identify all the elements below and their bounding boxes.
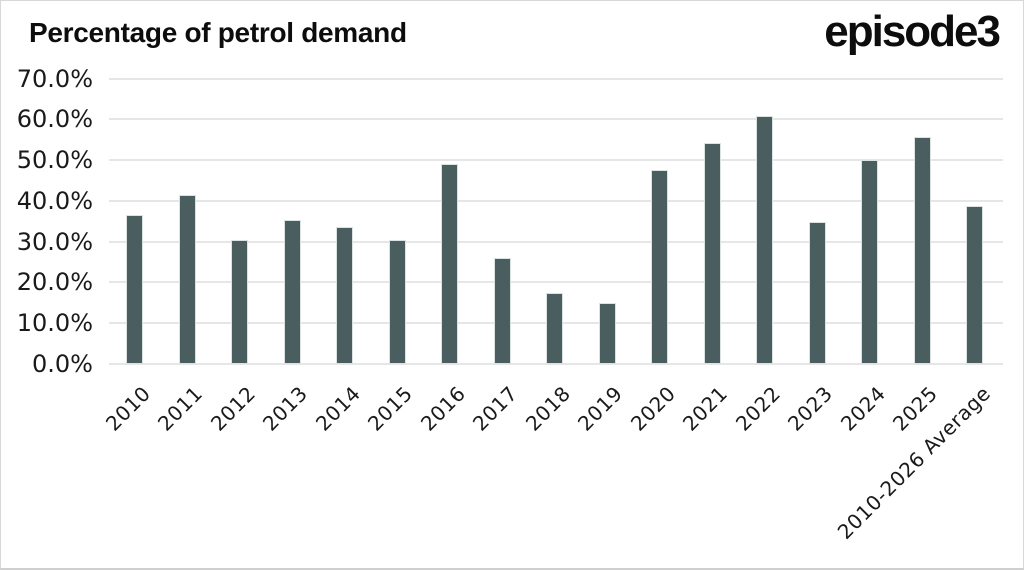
bar-2016 [441,163,458,364]
bar-2023 [808,222,826,364]
bar-2020 [651,169,668,364]
chart-title: Percentage of petrol demand [29,17,407,48]
bar-2017 [493,258,511,364]
bar-2010-2026-average [966,206,983,364]
gridline-20 [109,281,1003,284]
bar-2022 [756,116,773,364]
y-axis-tick-label: 40.0% [16,186,93,215]
bar-2015 [388,239,406,364]
y-axis-tick-label: 60.0% [16,105,93,134]
bar-2021 [703,142,721,364]
gridline-60 [109,118,1003,121]
y-axis-tick-label: 70.0% [16,64,93,93]
y-axis-tick-label: 20.0% [16,268,93,297]
y-axis-tick-label: 50.0% [16,146,93,175]
gridline-30 [109,240,1003,243]
y-axis-tick-label: 30.0% [16,227,93,256]
bar-2013 [283,220,301,364]
gridline-0 [109,363,1003,365]
bar-2012 [231,240,248,364]
gridline-40 [109,199,1003,202]
bar-2010 [126,215,143,364]
gridline-50 [109,159,1003,162]
gridline-70 [109,77,1003,80]
bar-2024 [861,160,878,364]
bar-2025 [913,137,931,364]
bar-2018 [546,293,563,364]
x-axis-tick-label: 2010 [100,381,155,436]
bar-2014 [336,226,353,364]
bar-2011 [178,195,196,364]
brand-logo-episode3: episode3 [824,7,1001,56]
y-axis-tick-label: 0.0% [32,350,93,378]
bar-2019 [598,303,616,364]
y-axis-tick-label: 10.0% [16,309,93,338]
